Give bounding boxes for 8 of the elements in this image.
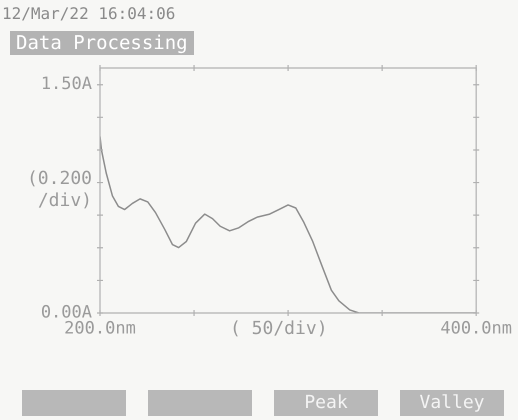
- text: Valley: [400, 390, 504, 416]
- x-axis-title: ( 50/div): [230, 318, 328, 339]
- y-tick-label: 1.50A: [40, 74, 92, 94]
- x-tick-label: 400.0nm: [440, 318, 512, 339]
- text: Peak: [274, 390, 378, 416]
- y-axis-title: (0.200 /div): [26, 168, 92, 212]
- chart-title: Data Processing: [10, 31, 194, 55]
- text: 12/Mar/22 16:04:06: [2, 4, 176, 23]
